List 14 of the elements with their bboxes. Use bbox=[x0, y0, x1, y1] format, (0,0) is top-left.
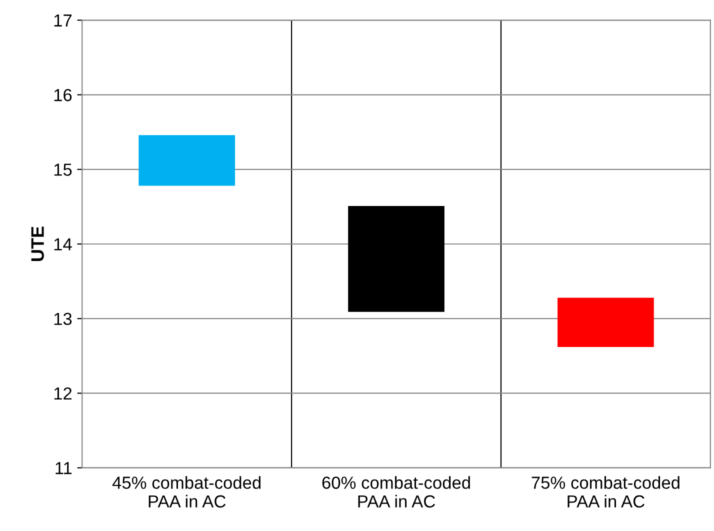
y-tick-label: 13 bbox=[54, 312, 72, 326]
y-tick-label: 14 bbox=[54, 238, 72, 250]
x-tick-label: 75% combat-coded PAA in AC bbox=[532, 476, 680, 508]
y-tick-label: 17 bbox=[54, 14, 72, 26]
x-tick-label: 60% combat-coded PAA in AC bbox=[322, 476, 470, 508]
y-tick-label: 15 bbox=[54, 164, 72, 176]
y-axis-title: UTE bbox=[31, 226, 44, 261]
y-tick-label: 12 bbox=[54, 387, 72, 400]
bar bbox=[138, 135, 235, 186]
bar bbox=[348, 206, 444, 312]
x-tick-label: 45% combat-coded PAA in AC bbox=[112, 476, 261, 508]
y-tick-label: 16 bbox=[54, 88, 72, 102]
bar bbox=[558, 298, 654, 347]
y-tick-label: 11 bbox=[56, 462, 72, 474]
